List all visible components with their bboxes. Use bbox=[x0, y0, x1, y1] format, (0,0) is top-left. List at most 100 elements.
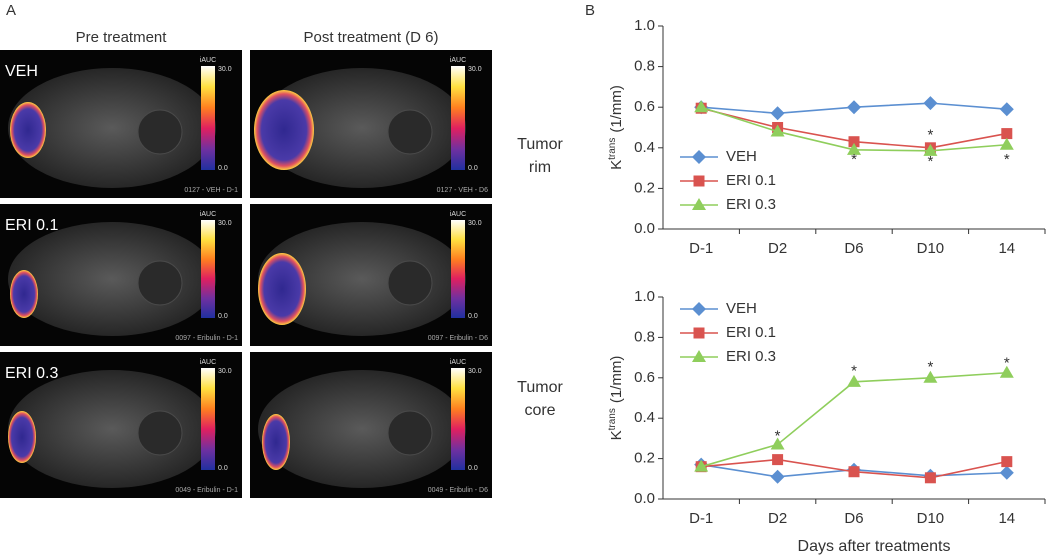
colorbar bbox=[201, 368, 215, 470]
y-tick-label: 0.6 bbox=[634, 98, 655, 115]
colorbar-label: iAUC bbox=[200, 359, 216, 366]
y-tick-label: 0.8 bbox=[634, 328, 655, 345]
legend-label: ERI 0.1 bbox=[726, 172, 776, 189]
colorbar-max: 30.0 bbox=[468, 66, 482, 73]
marker bbox=[772, 454, 784, 466]
image-caption: 0097 - Eribulin - D6 bbox=[428, 335, 488, 342]
tumor bbox=[254, 90, 314, 170]
marker bbox=[999, 137, 1014, 150]
marker bbox=[847, 100, 861, 115]
colorbar-min: 0.0 bbox=[218, 465, 228, 472]
x-tick-label: D-1 bbox=[689, 240, 713, 257]
organ bbox=[387, 109, 433, 155]
y-tick-label: 0.4 bbox=[634, 139, 655, 156]
marker bbox=[923, 143, 938, 156]
y-label-symbol: K bbox=[608, 430, 625, 440]
y-tick-label: 0.2 bbox=[634, 179, 655, 196]
row-label: VEH bbox=[5, 63, 38, 80]
x-axis-label: Days after treatments bbox=[798, 538, 951, 555]
legend-marker bbox=[692, 302, 706, 316]
y-tick-label: 0.8 bbox=[634, 58, 655, 75]
y-axis-label: Ktrans (1/mm) bbox=[607, 85, 625, 170]
y-tick-label: 0.0 bbox=[634, 490, 655, 507]
tumor bbox=[258, 253, 306, 325]
significance-mark: * bbox=[775, 427, 781, 444]
organ bbox=[387, 410, 433, 456]
x-tick-label: D6 bbox=[844, 240, 863, 257]
y-tick-label: 0.6 bbox=[634, 369, 655, 386]
colorbar-max: 30.0 bbox=[218, 66, 232, 73]
marker bbox=[770, 437, 785, 450]
colorbar bbox=[451, 66, 465, 170]
organ bbox=[137, 260, 183, 306]
image-caption: 0097 - Eribulin - D-1 bbox=[175, 335, 238, 342]
body-slice bbox=[8, 68, 216, 188]
marker bbox=[1001, 456, 1013, 468]
side-label: core bbox=[524, 402, 555, 419]
marker bbox=[999, 465, 1014, 480]
y-tick-label: 0.4 bbox=[634, 409, 655, 426]
x-tick-label: D2 bbox=[768, 240, 787, 257]
colorbar-max: 30.0 bbox=[468, 220, 482, 227]
marker bbox=[848, 136, 860, 148]
marker bbox=[847, 142, 861, 155]
body-slice bbox=[258, 370, 466, 488]
x-tick-label: 14 bbox=[998, 510, 1015, 527]
image-caption: 0127 - VEH - D6 bbox=[437, 187, 488, 194]
legend-marker bbox=[692, 198, 706, 210]
body-slice bbox=[8, 370, 216, 488]
significance-mark: * bbox=[927, 359, 933, 376]
legend-label: ERI 0.1 bbox=[726, 324, 776, 341]
colorbar bbox=[201, 220, 215, 318]
marker bbox=[923, 370, 938, 383]
body-slice bbox=[258, 222, 466, 336]
marker bbox=[694, 459, 709, 472]
y-tick-label: 0.2 bbox=[634, 450, 655, 467]
legend-marker bbox=[693, 327, 705, 339]
marker bbox=[770, 124, 785, 137]
image-caption: 0127 - VEH - D-1 bbox=[184, 187, 238, 194]
y-label-unit: (1/mm) bbox=[608, 356, 625, 404]
legend-label: VEH bbox=[726, 148, 757, 165]
x-tick-label: D-1 bbox=[689, 510, 713, 527]
significance-mark: * bbox=[1004, 355, 1010, 372]
marker bbox=[770, 106, 785, 121]
y-axis-label: Ktrans (1/mm) bbox=[607, 356, 625, 441]
tumor bbox=[8, 411, 36, 463]
colorbar-label: iAUC bbox=[200, 211, 216, 218]
marker bbox=[999, 365, 1014, 378]
colorbar bbox=[451, 368, 465, 470]
colorbar-min: 0.0 bbox=[468, 165, 478, 172]
colorbar-min: 0.0 bbox=[218, 165, 228, 172]
y-label-symbol: K bbox=[608, 160, 625, 170]
y-tick-label: 1.0 bbox=[634, 288, 655, 305]
colorbar-max: 30.0 bbox=[218, 368, 232, 375]
colorbar-max: 30.0 bbox=[218, 220, 232, 227]
marker bbox=[770, 469, 785, 484]
colorbar-max: 30.0 bbox=[468, 368, 482, 375]
tumor bbox=[10, 102, 46, 158]
tumor bbox=[262, 414, 290, 470]
marker bbox=[1001, 128, 1013, 140]
side-label: Tumor bbox=[517, 379, 563, 396]
column-header: Post treatment (D 6) bbox=[303, 29, 438, 46]
legend-marker bbox=[693, 175, 705, 187]
marker bbox=[999, 102, 1014, 117]
colorbar-min: 0.0 bbox=[468, 313, 478, 320]
marker bbox=[848, 466, 860, 478]
colorbar-min: 0.0 bbox=[218, 313, 228, 320]
y-label-unit: (1/mm) bbox=[608, 85, 625, 133]
side-label: Tumor bbox=[517, 136, 563, 153]
y-label-sup: trans bbox=[607, 408, 618, 430]
colorbar bbox=[451, 220, 465, 318]
body-slice bbox=[258, 68, 466, 188]
significance-mark: * bbox=[927, 127, 933, 144]
marker bbox=[847, 374, 861, 387]
